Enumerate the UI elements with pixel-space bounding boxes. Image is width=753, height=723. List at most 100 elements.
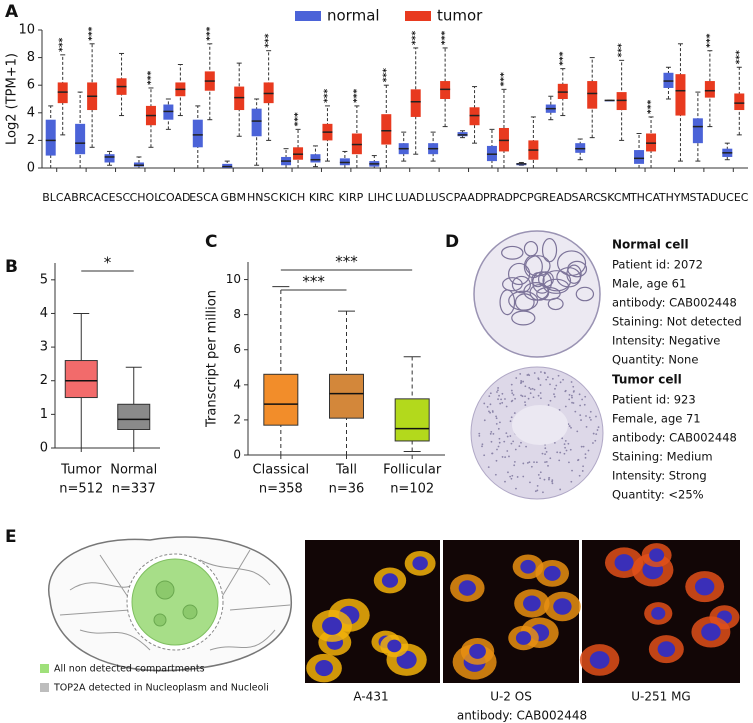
y-tick-label: 10 — [226, 272, 241, 286]
tissue-dot — [490, 440, 493, 443]
tissue-dot — [520, 394, 522, 397]
significance: *** — [441, 31, 451, 45]
tissue-dot — [564, 389, 567, 392]
significance: *** — [323, 88, 333, 102]
tissue-dot — [506, 435, 509, 438]
tissue-dot — [522, 380, 525, 383]
tissue-dot — [549, 383, 551, 386]
tissue-dot — [505, 432, 508, 435]
cell-nucleus — [589, 651, 610, 669]
x-tick-label: PCPG — [513, 191, 542, 204]
tissue-dot — [510, 389, 513, 392]
tissue-dot — [555, 384, 558, 387]
tissue-dot — [521, 395, 524, 398]
tissue-info: Intensity: Strong — [612, 469, 707, 483]
box — [251, 108, 262, 137]
tissue-cell — [536, 286, 561, 301]
tissue-dot — [509, 475, 512, 478]
tissue-dot — [529, 481, 531, 484]
tissue-cell — [511, 310, 536, 326]
significance: *** — [617, 43, 627, 57]
x-tick-label: KIRP — [339, 191, 364, 204]
tissue-info: antibody: CAB002448 — [612, 296, 737, 310]
panel-label: E — [5, 527, 17, 547]
tissue-dot — [504, 398, 506, 400]
tissue-dot — [520, 381, 523, 384]
significance: *** — [58, 37, 68, 51]
x-tick-label: HNSC — [247, 191, 278, 204]
cell-nucleus — [543, 565, 561, 581]
tissue-dot — [511, 392, 514, 395]
tissue-dot — [524, 395, 526, 398]
tissue-dot — [545, 450, 548, 453]
cell-nucleus — [322, 616, 343, 635]
x-tick-label: LIHC — [368, 191, 394, 204]
box — [75, 123, 86, 155]
x-tick-label: KICH — [279, 191, 305, 204]
tissue-dot — [492, 433, 495, 435]
box — [381, 114, 392, 145]
y-tick-label: 6 — [27, 78, 35, 93]
tissue-info: Patient id: 923 — [612, 393, 696, 407]
tissue-dot — [567, 442, 570, 445]
significance: *** — [146, 71, 156, 85]
panel-label: B — [5, 257, 18, 277]
tissue-dot — [520, 441, 522, 444]
cell-nucleus — [523, 595, 541, 612]
tissue-dot — [499, 421, 501, 424]
legend-label: tumor — [437, 7, 483, 25]
tissue-dot — [544, 453, 546, 456]
tissue-dot — [588, 416, 591, 419]
y-tick-label: 4 — [40, 306, 48, 321]
tissue-dot — [548, 478, 550, 481]
antibody-label: antibody: CAB002448 — [457, 709, 587, 723]
tissue-info: Quantity: None — [612, 353, 698, 367]
tissue-dot — [503, 440, 506, 443]
cell-nucleus — [458, 580, 476, 596]
tissue-dot — [553, 395, 556, 398]
x-tick-label: Follicular — [383, 463, 442, 478]
tissue-dot — [548, 476, 551, 479]
tissue-dot — [551, 480, 553, 483]
tissue-dot — [496, 448, 498, 451]
tissue-dot — [496, 391, 498, 393]
box — [104, 154, 115, 163]
tissue-dot — [498, 437, 501, 440]
tissue-dot — [565, 449, 568, 452]
tissue-dot — [518, 445, 521, 448]
cell-nucleus — [651, 607, 666, 620]
x-tick-label: CHOL — [130, 191, 162, 204]
cell-nucleus — [381, 573, 399, 588]
tissue-dot — [553, 441, 556, 444]
legend-label: All non detected compartments — [54, 664, 205, 675]
significance: *** — [705, 33, 715, 47]
tissue-dot — [583, 403, 586, 406]
tissue-info: Patient id: 2072 — [612, 258, 703, 272]
tissue-dot — [559, 381, 562, 384]
tissue-dot — [488, 395, 491, 398]
significance: *** — [205, 26, 215, 40]
tissue-dot — [500, 398, 502, 401]
tissue-dot — [527, 373, 530, 376]
tissue-dot — [495, 415, 497, 418]
tissue-dot — [563, 452, 566, 455]
x-tick-label: BLCA — [42, 191, 71, 204]
tissue-cell — [523, 240, 539, 257]
tissue-dot — [530, 465, 533, 468]
tissue-dot — [596, 429, 599, 431]
tissue-dot — [595, 415, 597, 418]
tissue-dot — [533, 461, 535, 464]
tissue-cell — [567, 260, 588, 278]
tissue-dot — [592, 442, 594, 444]
tissue-dot — [582, 465, 584, 468]
tissue-dot — [578, 474, 581, 477]
tissue-dot — [568, 461, 570, 464]
tissue-dot — [491, 452, 494, 455]
significance: *** — [647, 100, 657, 114]
tissue-dot — [514, 397, 516, 400]
tissue-dot — [533, 372, 536, 374]
x-tick-label: Classical — [253, 463, 310, 478]
x-tick-label: SKCM — [600, 191, 631, 204]
x-tick-label: KIRC — [309, 191, 335, 204]
tissue-dot — [579, 414, 582, 417]
